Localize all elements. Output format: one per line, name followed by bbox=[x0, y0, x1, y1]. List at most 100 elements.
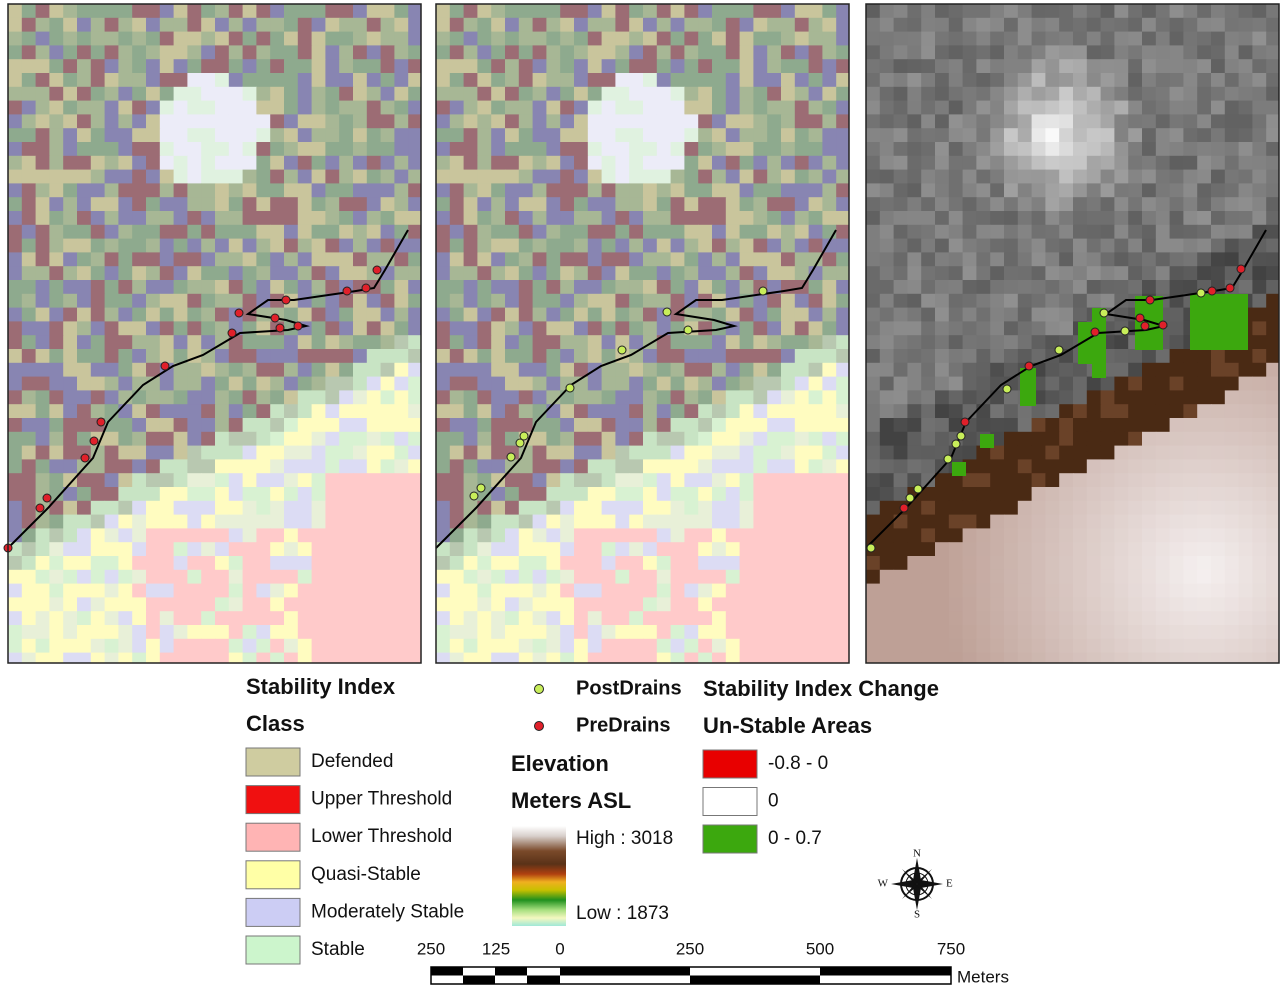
raster-cell bbox=[809, 128, 823, 142]
raster-cell bbox=[505, 515, 519, 529]
raster-cell bbox=[464, 653, 478, 667]
raster-cell bbox=[8, 32, 22, 46]
raster-cell bbox=[533, 73, 547, 87]
raster-cell bbox=[353, 142, 367, 156]
raster-cell bbox=[894, 239, 908, 253]
raster-cell bbox=[795, 225, 809, 239]
raster-cell bbox=[1101, 501, 1115, 515]
raster-cell bbox=[1183, 170, 1197, 184]
raster-cell bbox=[187, 73, 201, 87]
raster-cell bbox=[1073, 32, 1087, 46]
raster-cell bbox=[880, 335, 894, 349]
raster-cell bbox=[436, 487, 450, 501]
drain-point bbox=[1055, 346, 1063, 354]
raster-cell bbox=[381, 321, 395, 335]
raster-cell bbox=[949, 584, 963, 598]
raster-cell bbox=[1170, 335, 1184, 349]
raster-cell bbox=[1114, 459, 1128, 473]
raster-cell bbox=[712, 570, 726, 584]
raster-cell bbox=[105, 335, 119, 349]
raster-cell bbox=[1156, 418, 1170, 432]
raster-cell bbox=[1032, 32, 1046, 46]
raster-cell bbox=[1004, 73, 1018, 87]
raster-cell bbox=[907, 432, 921, 446]
raster-cell bbox=[935, 487, 949, 501]
raster-cell bbox=[726, 487, 740, 501]
raster-cell bbox=[1170, 528, 1184, 542]
raster-cell bbox=[1252, 308, 1266, 322]
raster-cell bbox=[174, 294, 188, 308]
raster-cell bbox=[1032, 197, 1046, 211]
raster-cell bbox=[629, 501, 643, 515]
raster-cell bbox=[602, 584, 616, 598]
raster-cell bbox=[63, 390, 77, 404]
raster-cell bbox=[712, 252, 726, 266]
raster-cell bbox=[907, 446, 921, 460]
raster-cell bbox=[1183, 225, 1197, 239]
raster-cell bbox=[1142, 584, 1156, 598]
raster-cell bbox=[921, 625, 935, 639]
raster-cell bbox=[174, 418, 188, 432]
raster-cell bbox=[339, 363, 353, 377]
raster-cell bbox=[160, 597, 174, 611]
raster-cell bbox=[533, 59, 547, 73]
raster-cell bbox=[880, 487, 894, 501]
raster-cell bbox=[243, 404, 257, 418]
raster-cell bbox=[1252, 142, 1266, 156]
raster-cell bbox=[519, 363, 533, 377]
raster-cell bbox=[588, 653, 602, 667]
raster-cell bbox=[174, 570, 188, 584]
raster-cell bbox=[160, 252, 174, 266]
raster-cell bbox=[49, 584, 63, 598]
raster-cell bbox=[505, 473, 519, 487]
raster-cell bbox=[880, 73, 894, 87]
raster-cell bbox=[1225, 473, 1239, 487]
raster-cell bbox=[118, 335, 132, 349]
raster-cell bbox=[77, 556, 91, 570]
raster-cell bbox=[822, 390, 836, 404]
raster-cell bbox=[215, 501, 229, 515]
raster-cell bbox=[866, 45, 880, 59]
raster-cell bbox=[1197, 170, 1211, 184]
raster-cell bbox=[256, 363, 270, 377]
raster-cell bbox=[963, 611, 977, 625]
raster-cell bbox=[866, 625, 880, 639]
raster-cell bbox=[1156, 73, 1170, 87]
raster-cell bbox=[49, 18, 63, 32]
raster-cell bbox=[698, 266, 712, 280]
raster-cell bbox=[907, 114, 921, 128]
raster-cell bbox=[339, 597, 353, 611]
raster-cell bbox=[49, 321, 63, 335]
raster-cell bbox=[726, 377, 740, 391]
raster-cell bbox=[1114, 625, 1128, 639]
raster-cell bbox=[753, 128, 767, 142]
raster-cell bbox=[726, 183, 740, 197]
raster-cell bbox=[1252, 197, 1266, 211]
raster-cell bbox=[698, 611, 712, 625]
drain-point bbox=[906, 494, 914, 502]
raster-cell bbox=[1059, 197, 1073, 211]
raster-cell bbox=[643, 418, 657, 432]
raster-cell bbox=[546, 570, 560, 584]
raster-cell bbox=[36, 294, 50, 308]
raster-cell bbox=[1114, 446, 1128, 460]
raster-cell bbox=[187, 363, 201, 377]
raster-cell bbox=[1170, 584, 1184, 598]
raster-cell bbox=[657, 473, 671, 487]
raster-cell bbox=[339, 473, 353, 487]
raster-cell bbox=[1142, 266, 1156, 280]
raster-cell bbox=[367, 528, 381, 542]
raster-cell bbox=[284, 32, 298, 46]
raster-cell bbox=[367, 404, 381, 418]
raster-cell bbox=[201, 418, 215, 432]
raster-cell bbox=[519, 308, 533, 322]
raster-cell bbox=[1211, 515, 1225, 529]
raster-cell bbox=[132, 473, 146, 487]
stability-map-pre bbox=[8, 4, 423, 667]
raster-cell bbox=[284, 584, 298, 598]
raster-cell bbox=[256, 625, 270, 639]
raster-cell bbox=[684, 487, 698, 501]
change-patch bbox=[980, 434, 994, 448]
raster-cell bbox=[215, 142, 229, 156]
raster-cell bbox=[671, 501, 685, 515]
